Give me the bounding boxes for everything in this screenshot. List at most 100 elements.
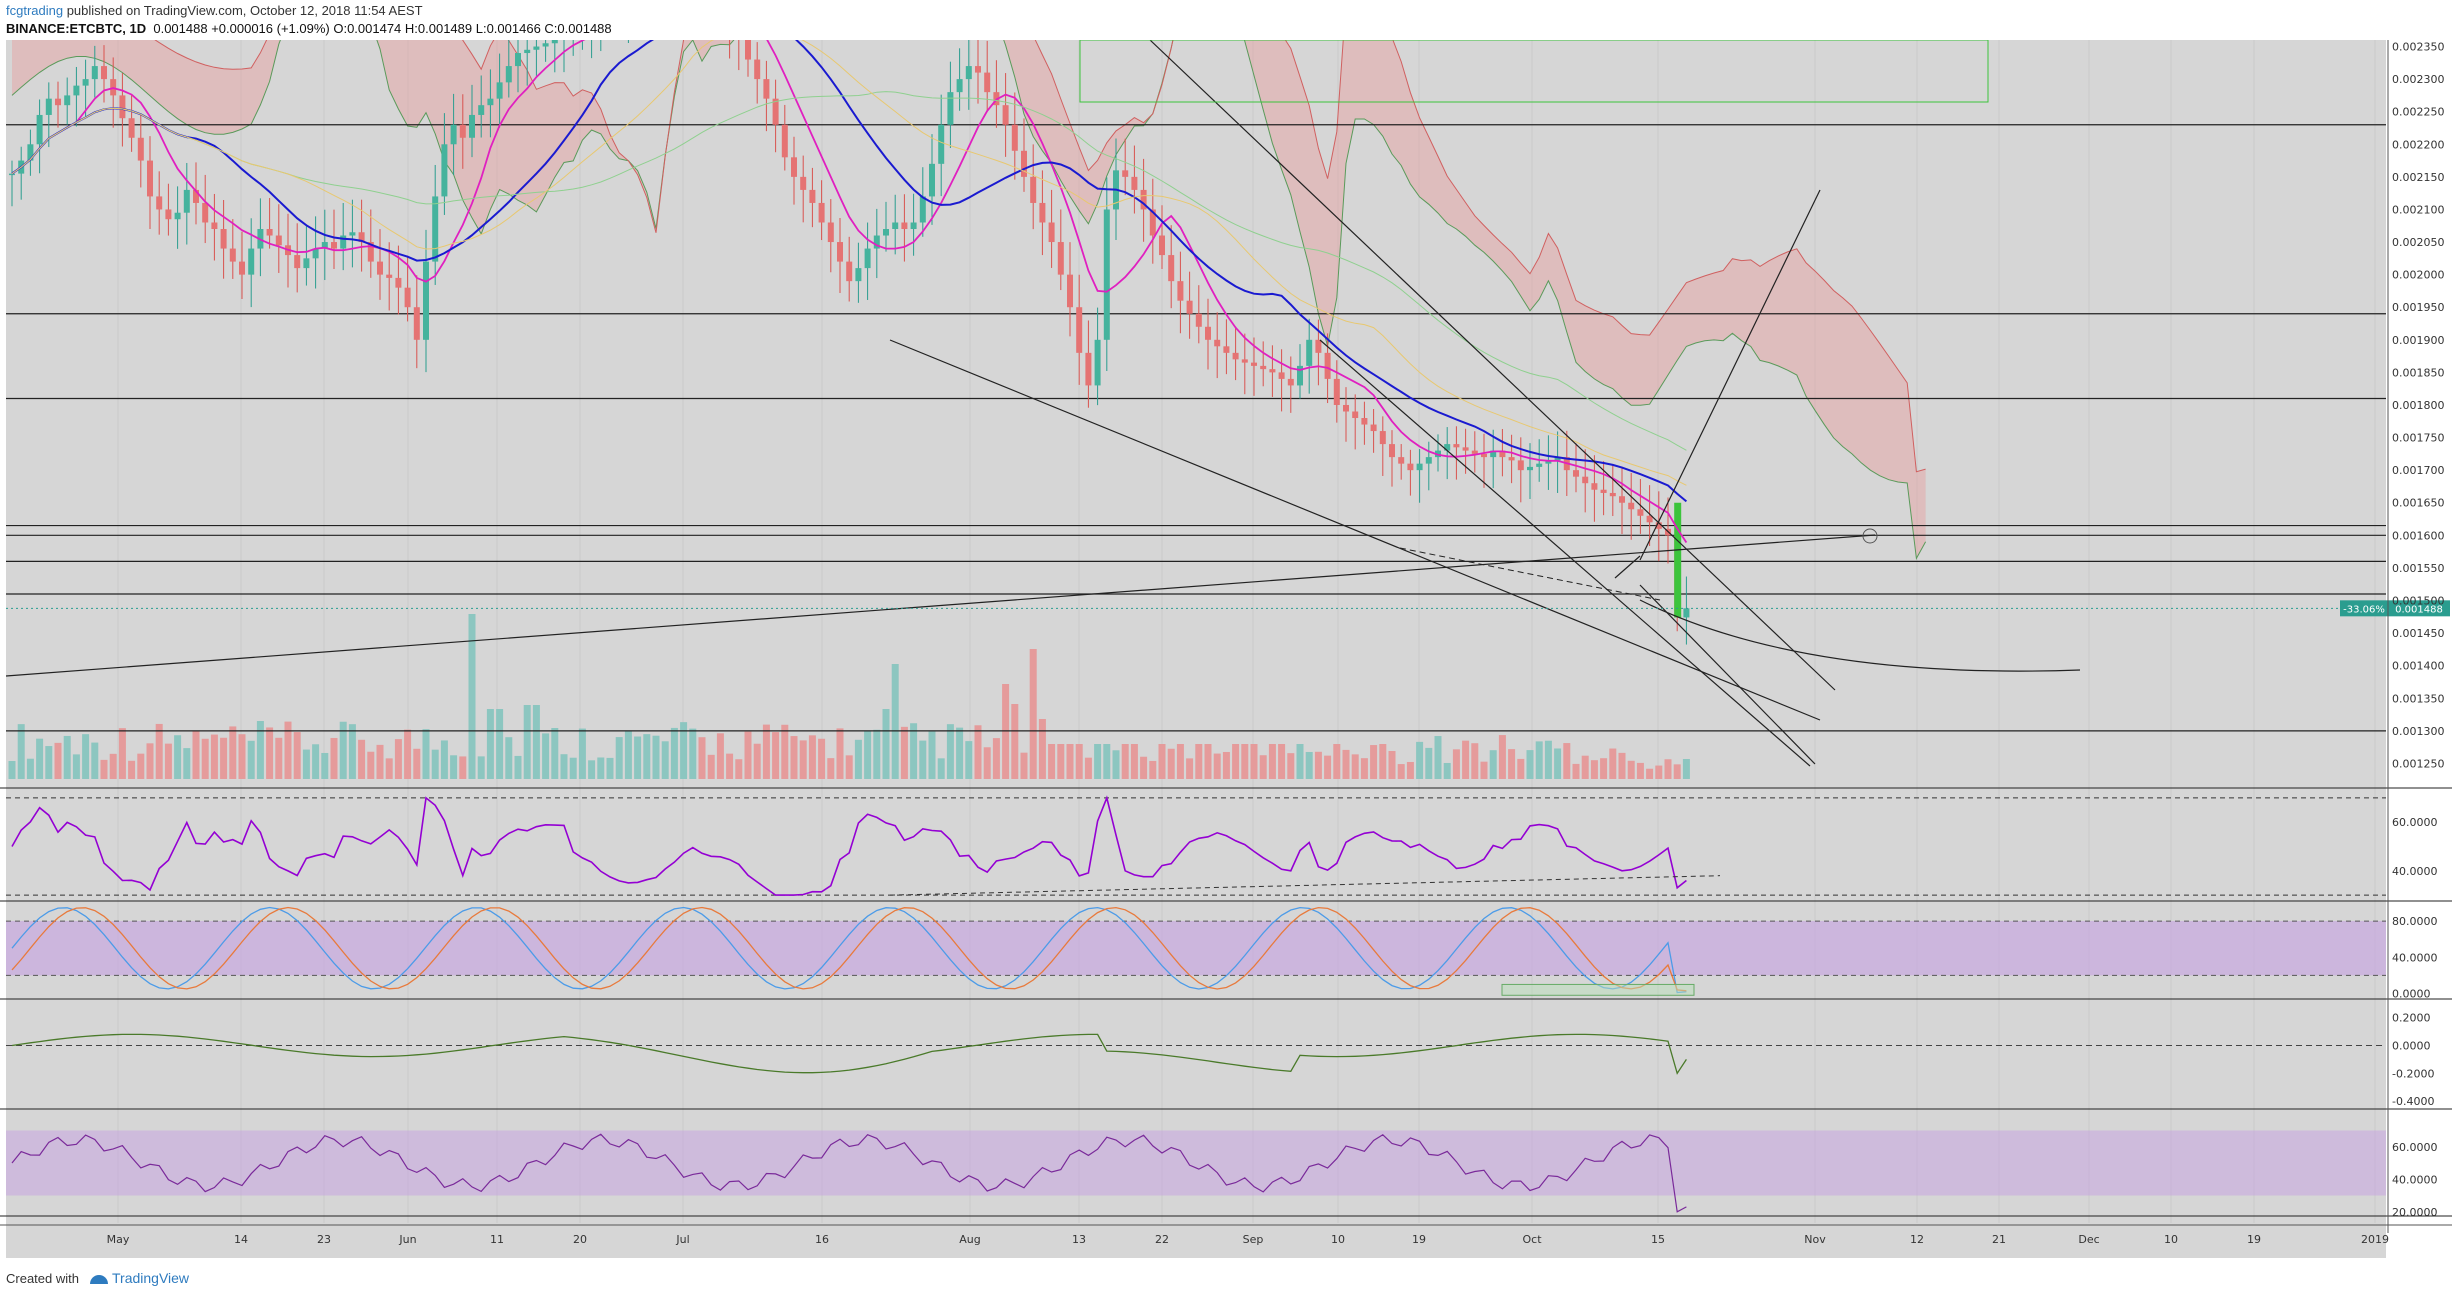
price-tick-label: 0.001450 [2392,627,2445,640]
candle-body [469,114,475,138]
candle-body [1545,460,1552,464]
indicator-tick-label: 40.0000 [2392,1173,2438,1186]
candle-body [910,222,917,230]
volume-bar [716,733,724,779]
candle-body [1490,450,1497,458]
date-tick-label: 19 [1412,1233,1426,1246]
volume-bar [1406,761,1414,779]
candle-body [505,66,512,83]
candle-body [956,79,963,93]
candle-body [1609,492,1616,497]
candle-body [1278,372,1285,379]
candle-body [1554,457,1561,461]
candle-body [174,212,181,220]
price-tick-label: 0.001250 [2392,757,2445,770]
candle-body [1352,411,1359,419]
candle-body [1425,457,1432,464]
date-tick-label: Dec [2078,1233,2099,1246]
tradingview-logo[interactable]: TradingView [90,1270,189,1286]
indicator-panes[interactable] [0,787,2452,1217]
candle-body [1333,378,1340,405]
candle-body [331,242,337,249]
candle-body [165,209,172,220]
volume-bar [1268,744,1276,779]
candle-body [321,242,328,249]
indicator-tick-label: 80.0000 [2392,915,2438,928]
candle-body [791,157,797,177]
price-tick-label: 0.001350 [2392,692,2445,705]
volume-bar [974,725,982,779]
volume-bar [1655,765,1663,779]
footer: Created with TradingView [0,1262,2452,1295]
candle-body [27,144,34,161]
volume-bar [1333,744,1341,779]
volume-bar [1563,743,1571,779]
volume-bar [569,757,577,779]
chart-canvas[interactable]: -33.06% 0.001488 0.002350 0.002300 0.002250 0… [0,40,2452,1262]
volume-bar [992,738,1000,779]
change-badge [2340,600,2388,617]
volume-bar [965,741,973,779]
volume-bar [808,735,816,779]
volume-bar [1296,744,1304,779]
volume-bar [1084,757,1092,779]
volume-bar [956,727,964,779]
price-tick-label: 0.001800 [2392,399,2445,412]
volume-bar [1627,760,1635,779]
volume-bar [1535,741,1543,779]
volume-bar [91,742,99,779]
candle-body [496,82,503,99]
volume-bar [634,736,642,779]
author-link[interactable]: fcgtrading [6,3,64,18]
volume-bar [72,754,80,779]
date-tick-label: 2019 [2361,1233,2389,1246]
volume-bar [744,731,752,779]
date-tick-label: Nov [1804,1233,1826,1246]
volume-bar [790,736,798,779]
candle-body [1297,365,1303,386]
candle-body [1223,346,1230,353]
candle-body [533,46,540,50]
arrow-up [1639,189,1821,561]
date-tick-label: 12 [1910,1233,1924,1246]
price-tick-label: 0.001300 [2392,725,2445,738]
candle-body [101,66,107,80]
price-tick-label: 0.002150 [2392,171,2445,184]
candle-body [1085,352,1092,386]
volume-bar [1130,744,1138,779]
volume-bar [404,729,412,779]
candle-body [1471,450,1478,454]
volume-bar [1342,749,1350,779]
candle-body [1619,496,1625,503]
candle-body [1527,466,1533,471]
candle-body [303,258,310,269]
volume-bar [8,761,16,779]
candle-body [91,66,98,80]
price-pane[interactable] [6,40,2386,779]
volume-bar [597,757,605,779]
candle-body [64,95,71,106]
price-tick-label: 0.001750 [2392,432,2445,445]
price-tick-label: 0.001600 [2392,529,2445,542]
volume-bar [1544,740,1552,779]
volume-bar [772,732,780,779]
volume-bar [1600,758,1608,779]
volume-bar [1425,747,1433,779]
candle-body [873,235,880,249]
indicator-tick-label: 60.0000 [2392,816,2438,829]
volume-bar [229,726,237,779]
candle-body [818,202,825,223]
volume-bar [1636,762,1644,779]
candle-body [1600,489,1607,493]
indicator-tick-label: 40.0000 [2392,865,2438,878]
volume-bar [643,734,651,779]
candle-body [1269,369,1276,373]
candle-body [1057,242,1064,275]
volume-bar [928,731,936,779]
volume-bar [1590,760,1598,779]
volume-bar [1002,684,1010,779]
date-tick-label: 15 [1651,1233,1665,1246]
candle-body [1251,362,1257,366]
volume-bar [17,724,25,779]
volume-bar [339,721,347,779]
